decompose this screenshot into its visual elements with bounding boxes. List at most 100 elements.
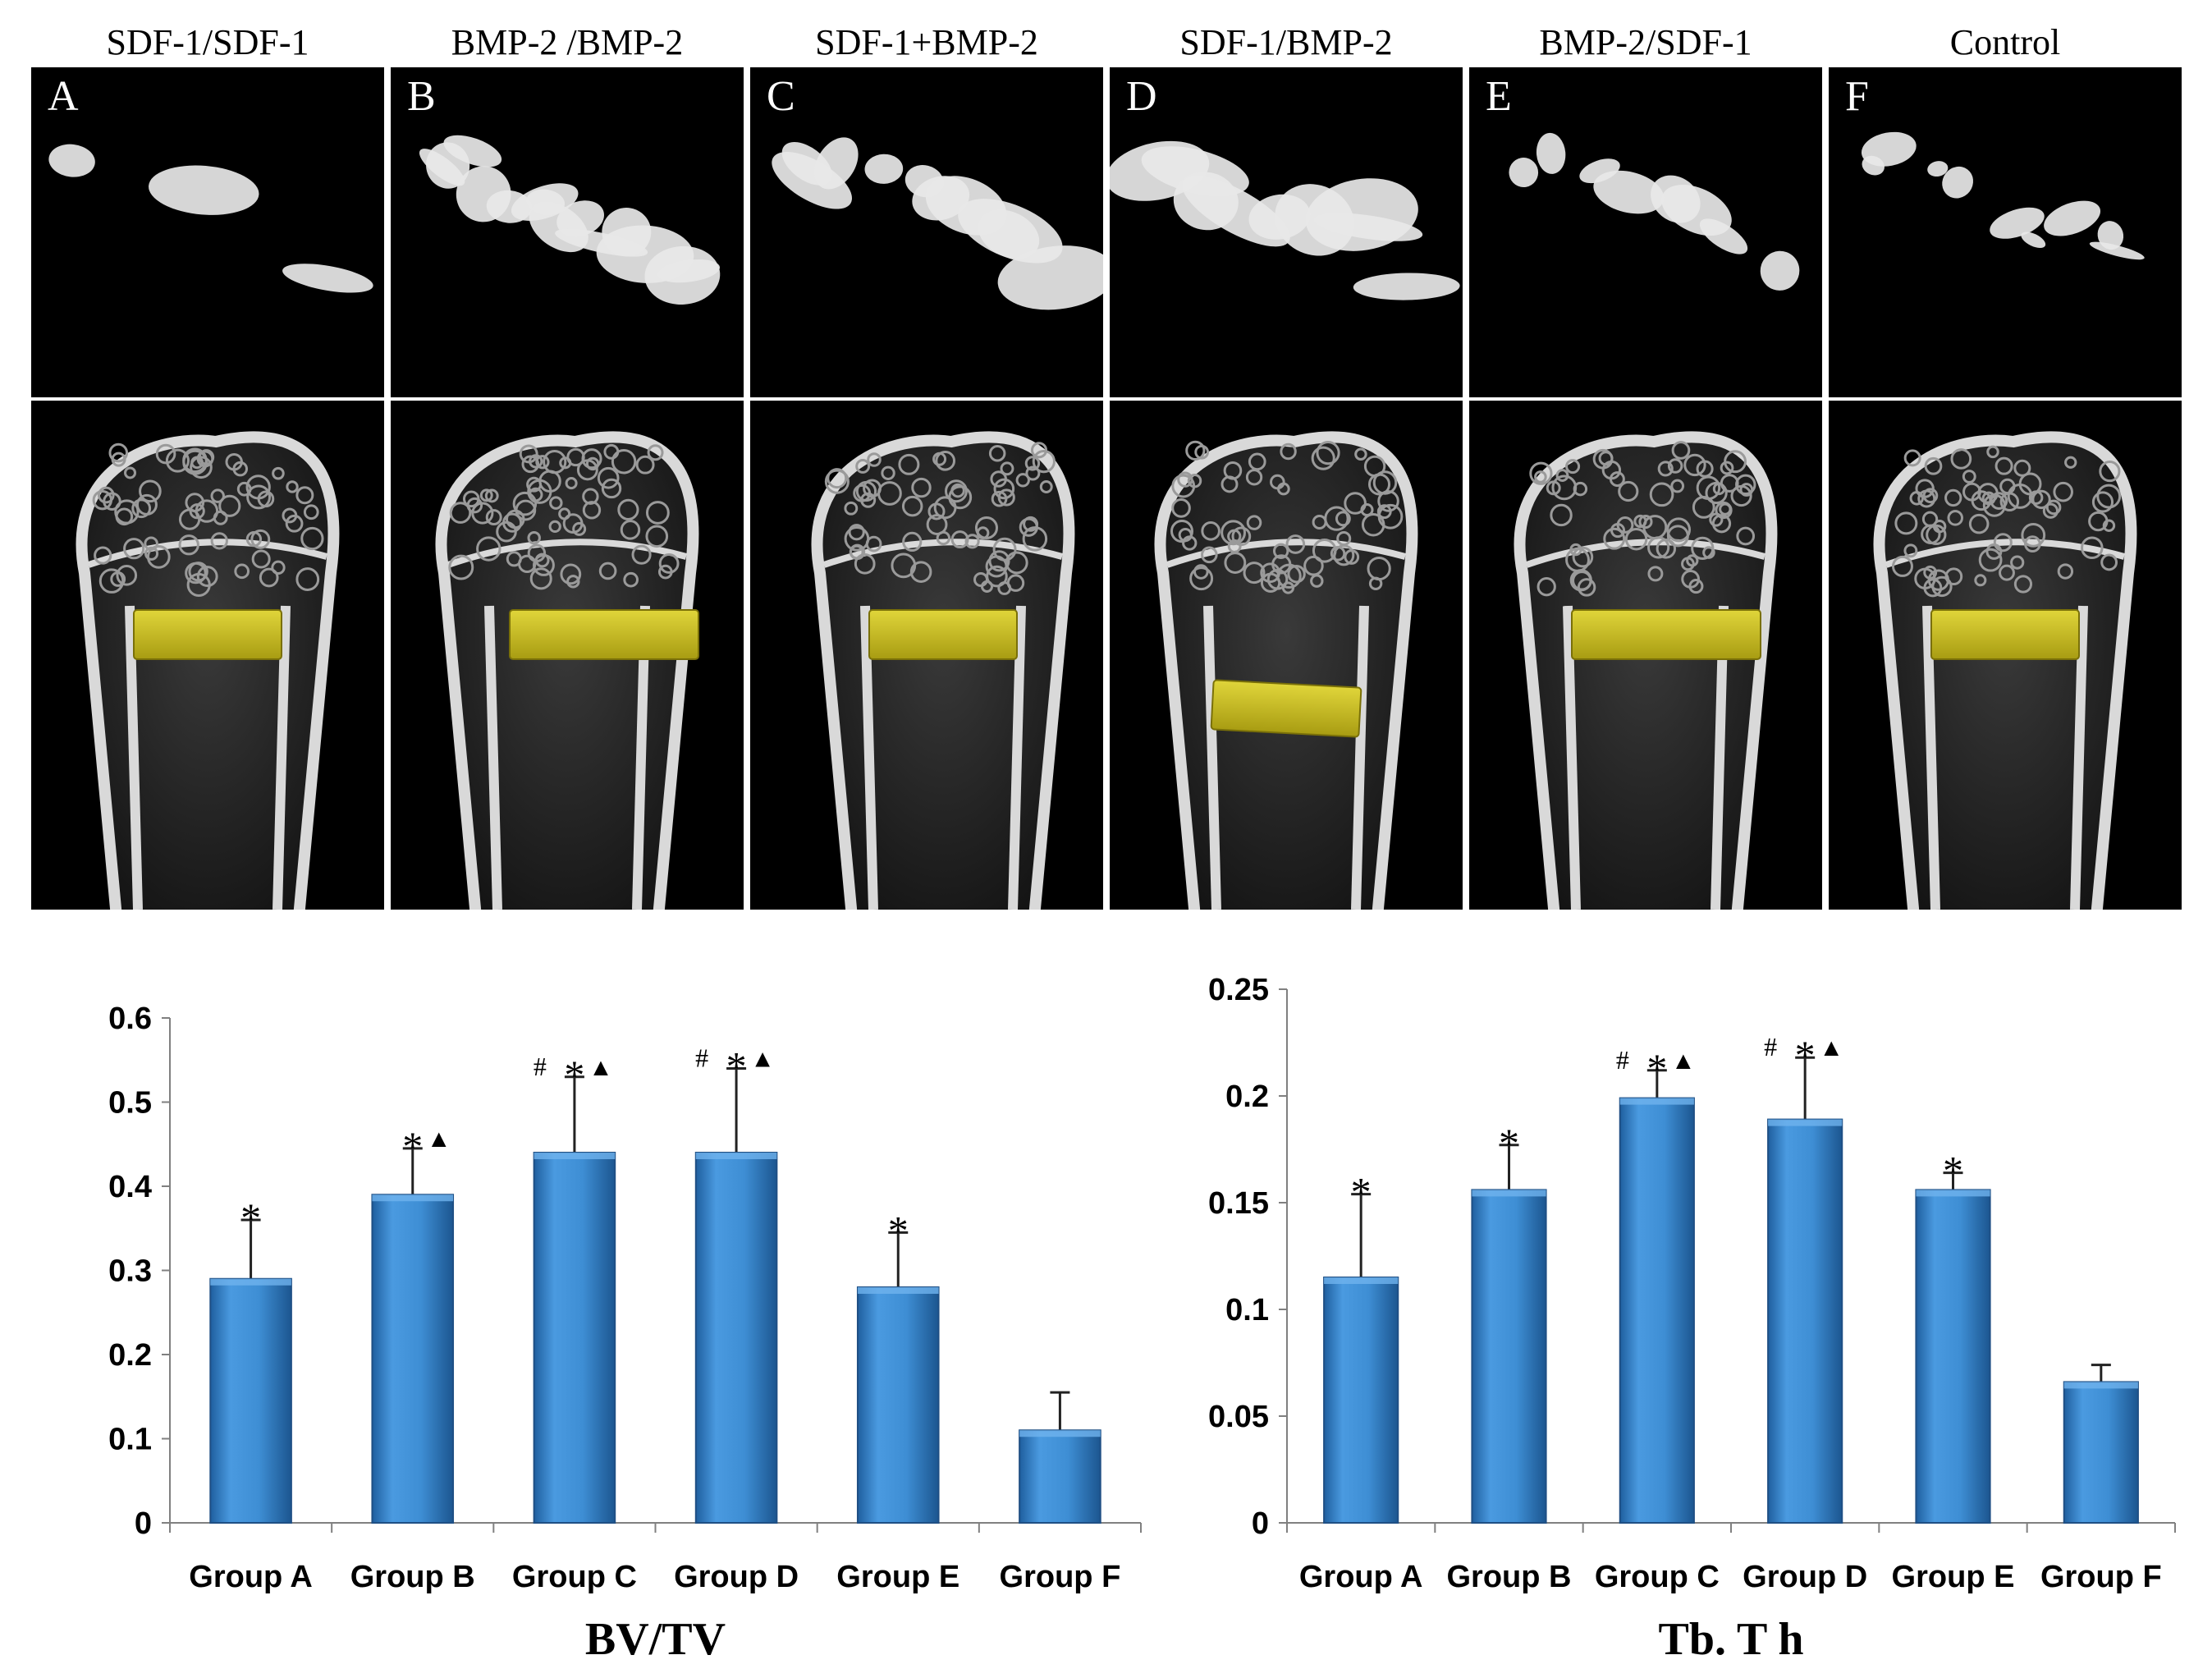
trabecula (1592, 448, 1614, 470)
y-tick-label: 0.1 (108, 1423, 152, 1457)
trabecula (1924, 456, 1943, 475)
annotation-hash: # (534, 1052, 547, 1081)
trabecula (108, 442, 129, 463)
trabecula (1736, 526, 1756, 546)
x-axis-title: Tb. T h (1659, 1614, 1804, 1665)
trabecula (485, 509, 502, 526)
annotation-star: * (564, 1052, 584, 1098)
y-tick-label: 0.2 (1225, 1080, 1269, 1114)
trabecula (1248, 452, 1266, 471)
annotation-star: * (1646, 1045, 1667, 1091)
bone-fragments (1861, 131, 2145, 260)
trabecula (645, 501, 670, 525)
bar-top-highlight (2063, 1382, 2138, 1389)
trabecula (1311, 446, 1335, 470)
trabecula (1194, 444, 1210, 460)
trabecula (582, 501, 602, 520)
trabecula (225, 452, 243, 471)
trabecula (1303, 555, 1324, 576)
bar-top-highlight (1768, 1119, 1843, 1126)
trabecula (1962, 470, 1976, 484)
trabecula (1649, 482, 1674, 507)
trabecula (124, 466, 137, 479)
trabecula (1974, 574, 1987, 587)
trabecula (1534, 470, 1547, 484)
trabecula (976, 526, 990, 539)
cortical-wall (1922, 605, 1940, 910)
trabecula (855, 459, 871, 474)
trabecula (988, 550, 1010, 572)
bone-fragment (1699, 218, 1748, 254)
y-tick-label: 0.3 (108, 1254, 152, 1289)
trabecula (1260, 572, 1281, 593)
trabecula (295, 567, 320, 591)
bar (209, 1277, 292, 1524)
trabecula (1931, 575, 1953, 598)
trabecula (1006, 574, 1025, 592)
y-tick-label: 0 (1252, 1506, 1269, 1541)
trabecula (566, 575, 580, 589)
trabecula (519, 444, 538, 464)
trabecula (146, 544, 171, 569)
trabecula (1185, 440, 1206, 461)
trabecula (155, 443, 176, 465)
y-tick-label: 0.05 (1208, 1400, 1269, 1434)
bone-fragment (1927, 161, 1949, 177)
bone-fragment (2044, 200, 2101, 236)
x-tick-label: Group A (1299, 1560, 1423, 1594)
trabecula (1618, 480, 1639, 502)
bar (1323, 1277, 1399, 1524)
trabecula (234, 563, 250, 580)
trabecula (635, 455, 655, 475)
panel-letter: F (1845, 73, 1869, 120)
trabecula (645, 525, 669, 548)
x-tick-label: Group F (1000, 1560, 1121, 1594)
trabecula (1550, 503, 1573, 527)
bone-fragment (556, 200, 605, 237)
trabecula (1272, 543, 1289, 559)
panel-top-background (31, 67, 384, 397)
trabecula (1310, 574, 1324, 588)
trabecula (1201, 546, 1218, 564)
panel-b: BMP-2 /BMP-2 B (391, 22, 744, 910)
bone-fragments (772, 137, 1103, 310)
trabecula (1227, 529, 1242, 543)
bone-outline (435, 431, 699, 910)
annotation-star: * (1795, 1032, 1816, 1078)
trabecula (1724, 450, 1747, 474)
bar-top-highlight (1019, 1430, 1101, 1437)
bone-fragments (1509, 132, 1800, 291)
trabecula (1730, 484, 1752, 507)
x-tick-label: Group A (189, 1560, 313, 1594)
trabecula (1944, 488, 1962, 507)
trabecula (2102, 519, 2116, 532)
trabecula (1683, 453, 1706, 477)
bar-top-highlight (857, 1287, 939, 1294)
implant-scaffold (133, 609, 282, 660)
panel-group-label: BMP-2 /BMP-2 (451, 22, 683, 62)
trabecula (582, 488, 599, 505)
trabecula (993, 478, 1015, 500)
trabecula (250, 529, 271, 549)
trabecula (1688, 579, 1704, 594)
annotation-star: * (888, 1207, 909, 1253)
trabecula (131, 498, 152, 519)
trabecula (1368, 576, 1383, 591)
trabecula (1638, 515, 1653, 530)
trabecula (1986, 445, 1999, 459)
trabecula (1324, 506, 1349, 531)
trabecula (1024, 456, 1041, 471)
trabecula (844, 501, 859, 516)
trabecula (1243, 562, 1266, 585)
trabecula (601, 478, 622, 499)
annotation-star: * (1351, 1169, 1372, 1215)
cortical-wall (860, 605, 878, 910)
trabecula (1335, 511, 1351, 527)
cortical-wall (1203, 605, 1221, 910)
trabecula (471, 502, 494, 525)
trabecula (1891, 555, 1913, 577)
tibia-section (1154, 431, 1418, 910)
trabecula (529, 567, 552, 590)
trabecula (597, 466, 620, 489)
bone-fragment (2097, 221, 2124, 250)
